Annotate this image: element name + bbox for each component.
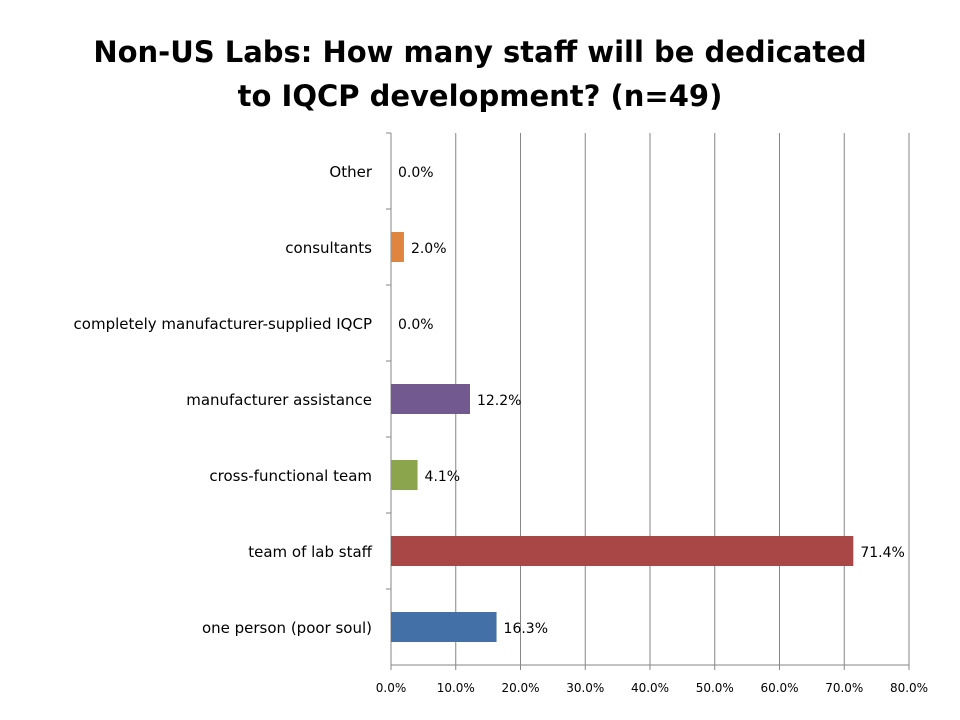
category-label: team of lab staff bbox=[248, 543, 372, 561]
bar bbox=[391, 384, 470, 414]
category-label: consultants bbox=[285, 239, 372, 257]
x-tick-label: 20.0% bbox=[501, 681, 539, 695]
category-label: one person (poor soul) bbox=[202, 619, 372, 637]
x-tick-label: 50.0% bbox=[696, 681, 734, 695]
category-label: cross-functional team bbox=[209, 467, 372, 485]
title-line-2: to IQCP development? (n=49) bbox=[237, 79, 723, 113]
x-tick-label: 0.0% bbox=[376, 681, 407, 695]
data-label: 0.0% bbox=[398, 317, 434, 333]
chart-title: Non-US Labs: How many staff will be dedi… bbox=[0, 30, 960, 118]
category-label: completely manufacturer-supplied IQCP bbox=[74, 315, 372, 333]
x-tick-label: 40.0% bbox=[631, 681, 669, 695]
data-label: 0.0% bbox=[398, 165, 434, 181]
x-tick-label: 30.0% bbox=[566, 681, 604, 695]
data-label: 16.3% bbox=[504, 621, 548, 637]
data-label: 2.0% bbox=[411, 241, 447, 257]
category-label: manufacturer assistance bbox=[186, 391, 372, 409]
category-label: Other bbox=[329, 163, 372, 181]
x-tick-label: 80.0% bbox=[890, 681, 928, 695]
data-label: 4.1% bbox=[425, 469, 461, 485]
data-label: 71.4% bbox=[860, 545, 904, 561]
x-tick-label: 10.0% bbox=[437, 681, 475, 695]
bar bbox=[391, 612, 497, 642]
title-line-1: Non-US Labs: How many staff will be dedi… bbox=[93, 35, 867, 69]
x-tick-label: 70.0% bbox=[825, 681, 863, 695]
x-tick-label: 60.0% bbox=[760, 681, 798, 695]
bar bbox=[391, 232, 404, 262]
bar bbox=[391, 536, 854, 566]
data-label: 12.2% bbox=[477, 393, 521, 409]
bar bbox=[391, 460, 418, 490]
